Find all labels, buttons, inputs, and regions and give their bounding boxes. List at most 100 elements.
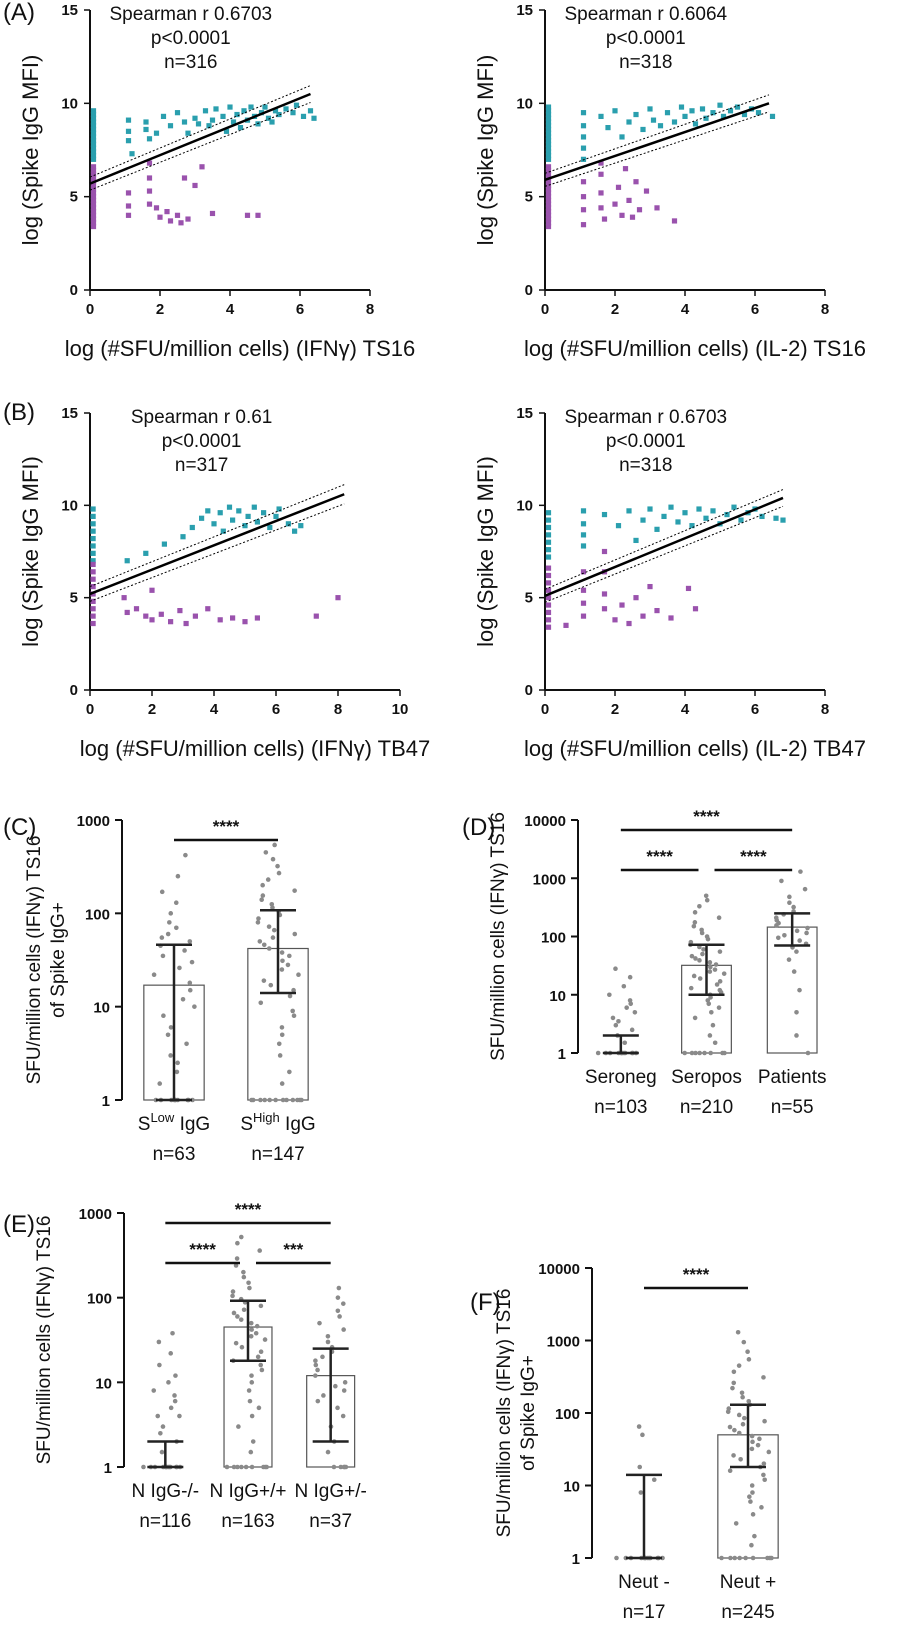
panel-a2-confidence-band <box>544 111 770 187</box>
panel-a1-point-high <box>307 108 314 114</box>
panel-a1-x-axis-label: log (#SFU/million cells) (IFNγ) TS16 <box>65 336 415 361</box>
panel-f-data-point <box>640 1432 645 1438</box>
panel-f-data-point <box>726 1406 732 1411</box>
panel-a2-point-low <box>619 212 625 218</box>
panel-d-data-point <box>697 1050 702 1056</box>
panel-a2-point-low <box>626 197 632 203</box>
panel-f-category-label: Neut + <box>720 1572 777 1593</box>
panel-b1-point-low <box>335 595 341 601</box>
panel-b1-point-high <box>90 521 96 527</box>
panel-d-data-point <box>782 932 787 938</box>
panel-d-data-point <box>717 979 723 984</box>
panel-f-label: (F) <box>470 1289 501 1316</box>
panel-f-n-label: n=245 <box>721 1602 774 1623</box>
panel-a1-point-low <box>90 216 97 222</box>
panel-e-data-point <box>255 1354 261 1360</box>
panel-f-data-point <box>761 1375 766 1380</box>
panel-a1-confidence-band <box>89 102 311 191</box>
panel-a1-point-high <box>290 110 296 116</box>
panel-b1-x-tick-label: 0 <box>86 701 94 718</box>
panel-d-data-point <box>613 966 618 972</box>
panel-b2-regression-line <box>544 496 784 597</box>
panel-e-data-point <box>172 1393 177 1398</box>
panel-b1-label: (B) <box>3 399 35 426</box>
panel-a2-point-low <box>671 218 678 224</box>
panel-a1-point-high <box>143 126 149 133</box>
panel-e-data-point <box>224 1464 230 1470</box>
panel-d-data-point <box>779 878 784 884</box>
panel-a1-point-high <box>209 117 216 123</box>
panel-a2-point-low <box>545 205 552 211</box>
panel-d-data-point <box>787 894 792 900</box>
panel-b2-point-high <box>759 513 765 520</box>
panel-a2-stat-line: Spearman r 0.6064 <box>564 4 727 25</box>
panel-c-data-point <box>276 1041 282 1047</box>
panel-c-data-point <box>275 863 280 869</box>
panel-a2-point-high <box>717 102 723 108</box>
panel-c-data-point <box>280 958 285 964</box>
panel-e-data-point <box>256 1405 262 1411</box>
panel-a2-point-high <box>580 123 587 129</box>
panel-b2-x-axis-label: log (#SFU/million cells) (IL-2) TB47 <box>524 736 866 761</box>
panel-d-data-point <box>709 1009 714 1015</box>
panel-e-data-point <box>246 1280 251 1286</box>
panel-e-data-point <box>342 1464 347 1470</box>
panel-a1-point-high <box>262 104 268 110</box>
panel-b1-point-high <box>251 504 257 510</box>
panel-c-data-point <box>259 897 264 902</box>
panel-d-label: (D) <box>462 814 495 841</box>
panel-e-n-label: n=37 <box>309 1511 352 1532</box>
panel-e-data-point <box>335 1405 340 1411</box>
panel-b2-point-high <box>668 504 674 510</box>
panel-c-data-point <box>258 1097 263 1103</box>
panel-a2-point-low <box>545 186 552 192</box>
panel-b1-point-low <box>90 569 96 575</box>
panel-c-data-point <box>177 965 182 971</box>
panel-c-y-tick-label: 1000 <box>77 813 110 830</box>
panel-e-data-point <box>313 1358 318 1364</box>
panel-c-data-point <box>269 901 275 907</box>
panel-b1-point-high <box>90 550 96 556</box>
panel-a2-point-high <box>664 110 671 116</box>
panel-a2-point-low <box>612 201 618 207</box>
panel-b2-point-high <box>731 504 737 510</box>
panel-b2-point-low <box>601 548 608 555</box>
panel-b1-stat-line: n=317 <box>175 455 228 476</box>
panel-d-y-tick-label: 1000 <box>533 871 566 888</box>
panel-e-category-label: N IgG+/- <box>295 1481 367 1502</box>
panel-e-data-point <box>341 1388 347 1393</box>
panel-c-data-point <box>257 939 263 944</box>
panel-b1-point-low <box>90 561 96 568</box>
panel-c-data-point <box>175 873 181 879</box>
panel-e-data-point <box>235 1314 240 1319</box>
panel-b1-point-low <box>90 606 96 612</box>
panel-f-data-point <box>742 1415 747 1421</box>
panel-a1-point-high <box>220 113 226 119</box>
panel-b1-point-high <box>161 541 167 547</box>
panel-d-data-point <box>691 923 697 929</box>
panel-b1-confidence-band <box>89 484 345 588</box>
panel-a1-point-high <box>167 123 174 129</box>
panel-f-data-point <box>747 1494 752 1500</box>
panel-b1-point-low <box>90 620 96 627</box>
panel-e-data-point <box>238 1317 244 1322</box>
panel-e-data-point <box>241 1274 247 1280</box>
panel-a1-stat-line: Spearman r 0.6703 <box>109 4 272 25</box>
panel-a2-point-high <box>545 126 552 133</box>
panel-a1-point-low <box>90 190 97 196</box>
panel-c-data-point <box>165 931 171 937</box>
panel-d-data-point <box>629 1027 635 1033</box>
panel-b2-point-high <box>580 532 587 538</box>
panel-a2-point-high <box>545 104 552 110</box>
panel-a2-point-low <box>545 209 552 215</box>
panel-b2-point-low <box>692 606 699 612</box>
panel-a2-x-tick-label: 0 <box>541 301 549 318</box>
panel-f-data-point <box>759 1505 764 1510</box>
panel-c-data-point <box>276 870 282 876</box>
panel-a1-point-high <box>223 128 230 134</box>
panel-c-data-point <box>165 1032 171 1038</box>
panel-c-data-point <box>290 1008 295 1014</box>
panel-d-data-point <box>794 928 800 934</box>
panel-b1-point-low <box>143 613 149 619</box>
panel-c-data-point <box>267 1097 272 1103</box>
